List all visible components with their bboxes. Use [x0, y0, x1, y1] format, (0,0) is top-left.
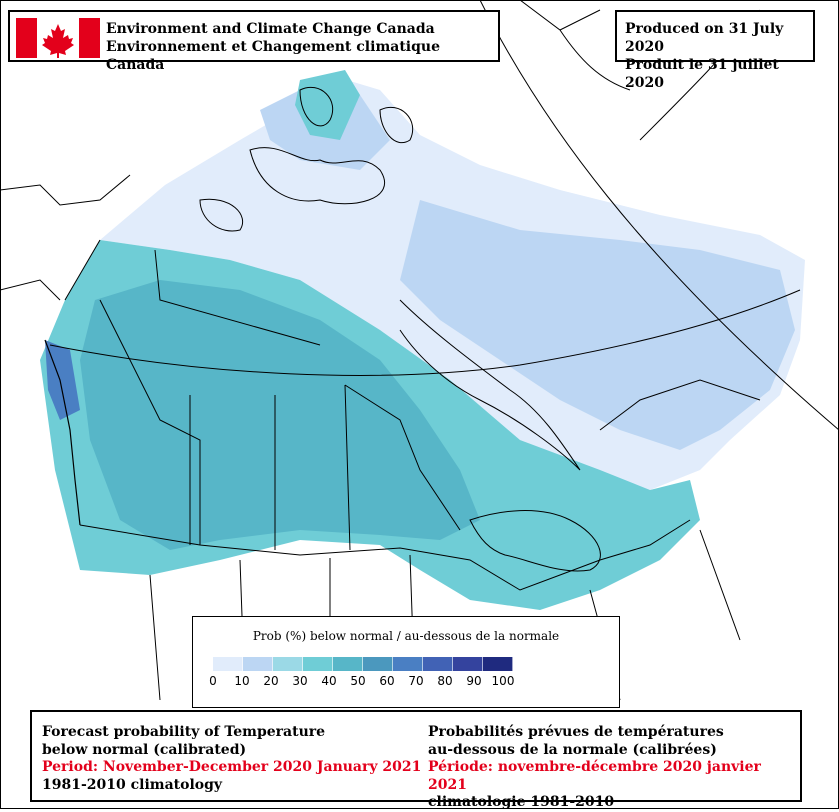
description-fr-line2: au-dessous de la normale (calibrées) — [428, 741, 717, 758]
legend-title: Prob (%) below normal / au-dessous de la… — [252, 629, 560, 643]
description-en-line2: below normal (calibrated) — [42, 741, 247, 758]
legend-swatch-8 — [453, 657, 483, 671]
us-canada-border — [79, 519, 691, 591]
agency-name-en: Environment and Climate Change Canada — [106, 21, 435, 37]
bc-alberta — [99, 299, 201, 545]
legend: Prob (%) below normal / au-dessous de la… — [192, 616, 620, 708]
quebec-labrador — [599, 379, 761, 431]
sask-manitoba — [274, 384, 351, 551]
legend-swatch-5 — [363, 657, 393, 671]
legend-tick-60: 60 — [379, 674, 395, 688]
alaska-coast — [0, 174, 131, 301]
produced-date-en: Produced on 31 July 2020 — [625, 21, 784, 55]
legend-swatch-9 — [483, 657, 513, 671]
legend-swatch-6 — [393, 657, 423, 671]
period-fr: Période: novembre-décembre 2020 janvier … — [428, 759, 761, 793]
greenland-coast — [519, 0, 631, 91]
description-en: Forecast probability of Temperature belo… — [42, 724, 421, 794]
great-lakes — [469, 510, 601, 572]
manitoba-ontario — [344, 384, 461, 531]
description-en-line1: Forecast probability of Temperature — [42, 724, 326, 740]
legend-swatch-4 — [333, 657, 363, 671]
legend-color-bar — [213, 657, 513, 671]
legend-tick-80: 80 — [437, 674, 453, 688]
agency-name-fr: Environnement et Changement climatique C… — [106, 39, 440, 73]
climatology-en: 1981-2010 climatology — [42, 776, 223, 793]
legend-tick-70: 70 — [408, 674, 424, 688]
legend-tick-50: 50 — [350, 674, 366, 688]
pacific-coast — [44, 339, 81, 526]
legend-tick-40: 40 — [321, 674, 337, 688]
description-fr: Probabilités prévues de températures au-… — [428, 724, 800, 812]
legend-swatch-7 — [423, 657, 453, 671]
alaska-border — [64, 239, 101, 301]
forecast-description-box: Forecast probability of Temperature belo… — [30, 710, 802, 810]
probability-shading — [40, 70, 805, 610]
meridian-line-east — [479, 0, 839, 431]
header-agency-box: Environment and Climate Change Canada En… — [8, 10, 500, 73]
agency-names: Environment and Climate Change Canada En… — [106, 20, 498, 74]
legend-swatch-0 — [213, 657, 243, 671]
legend-tick-100: 100 — [491, 674, 515, 688]
canada-flag-icon — [16, 18, 100, 58]
legend-tick-0: 0 — [209, 674, 217, 688]
zone-40-50 — [80, 280, 480, 550]
nunavut-nwt — [154, 249, 321, 346]
period-en: Period: November-December 2020 January 2… — [42, 759, 422, 775]
legend-ticks: 0 10 20 30 40 50 60 70 80 90 100 — [193, 674, 619, 690]
legend-swatch-2 — [273, 657, 303, 671]
description-fr-line1: Probabilités prévues de températures — [428, 724, 724, 740]
legend-tick-20: 20 — [263, 674, 279, 688]
arctic-islands — [199, 86, 414, 232]
production-date-box: Produced on 31 July 2020 Produit le 31 j… — [615, 10, 815, 91]
lat-line-60 — [49, 289, 801, 376]
zone-10-20-east — [400, 200, 795, 450]
legend-swatch-3 — [303, 657, 333, 671]
produced-date-fr: Produit le 31 juillet 2020 — [625, 57, 779, 91]
zone-50-60 — [45, 340, 80, 420]
hudson-bay — [399, 299, 581, 471]
legend-tick-90: 90 — [466, 674, 482, 688]
legend-tick-10: 10 — [234, 674, 250, 688]
climatology-fr: climatologie 1981-2010 — [428, 794, 615, 810]
legend-tick-30: 30 — [292, 674, 308, 688]
legend-swatch-1 — [243, 657, 273, 671]
